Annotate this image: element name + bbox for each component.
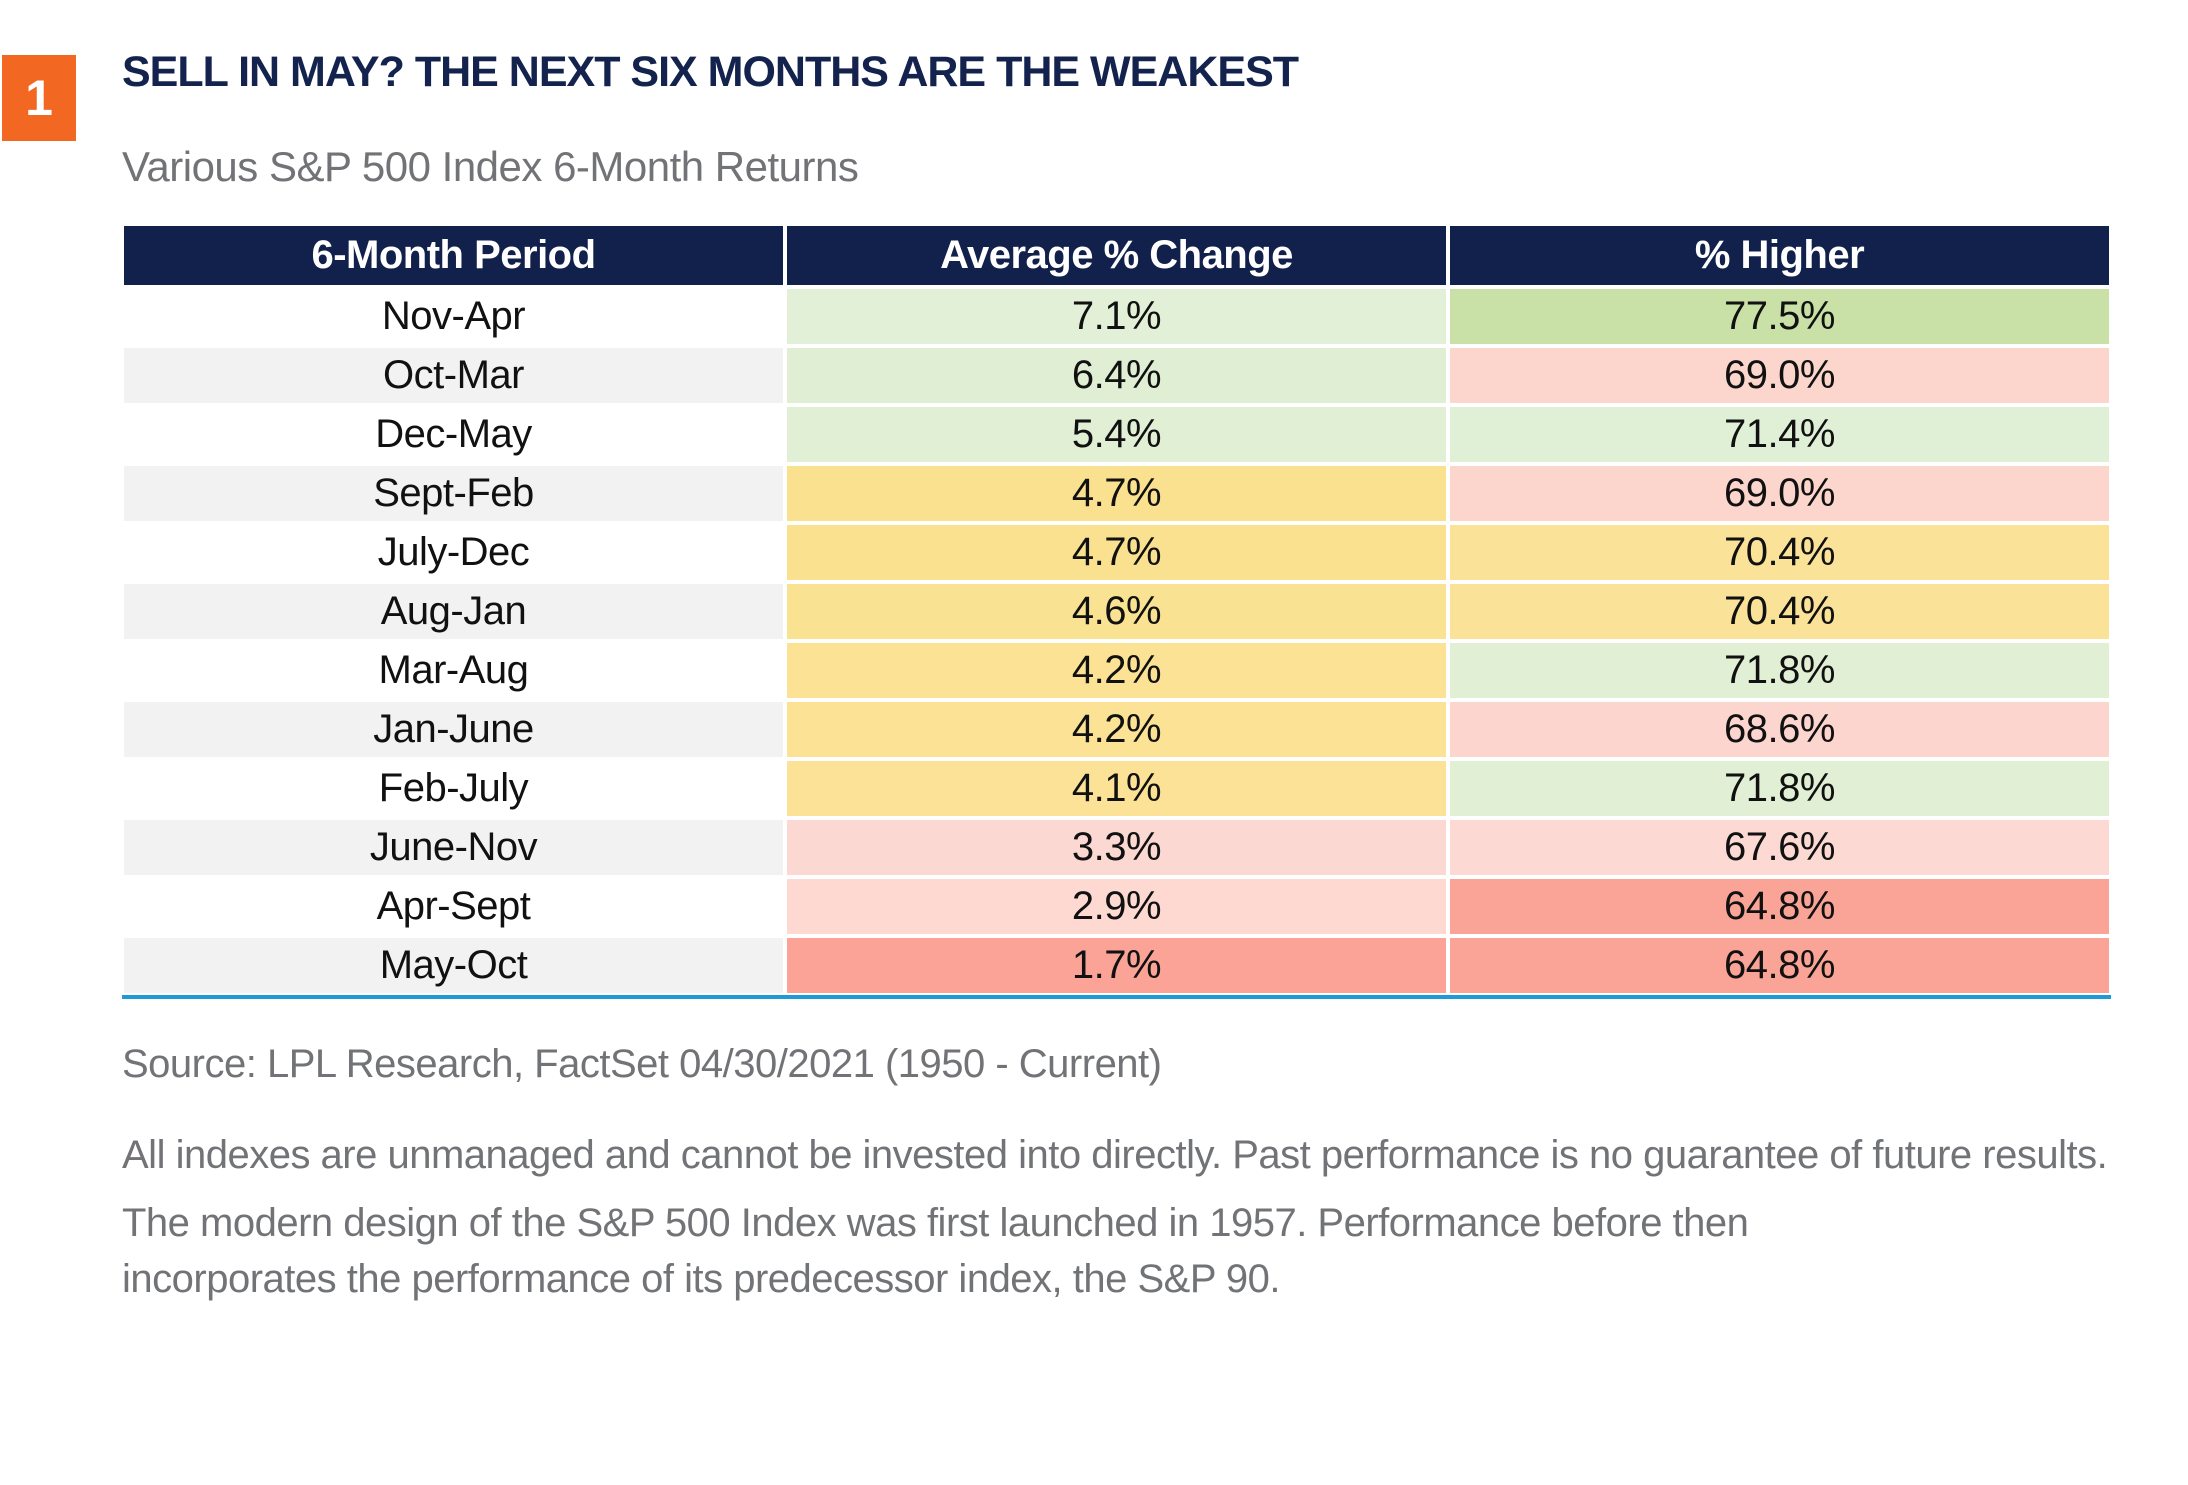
pct-higher-cell: 77.5% xyxy=(1448,286,2111,346)
disclaimer-text-2: The modern design of the S&P 500 Index w… xyxy=(122,1200,1749,1301)
table-row: Mar-Aug 4.2% 71.8% xyxy=(122,640,2111,700)
pct-higher-cell: 71.8% xyxy=(1448,758,2111,818)
table-row: Dec-May 5.4% 71.4% xyxy=(122,404,2111,464)
pct-higher-cell: 64.8% xyxy=(1448,876,2111,936)
pct-higher-cell: 71.8% xyxy=(1448,640,2111,700)
pct-higher-cell: 70.4% xyxy=(1448,522,2111,582)
avg-change-cell: 4.6% xyxy=(785,581,1448,641)
table-row: May-Oct 1.7% 64.8% xyxy=(122,935,2111,995)
pct-higher-cell: 69.0% xyxy=(1448,345,2111,405)
period-cell: Feb-July xyxy=(122,758,785,818)
avg-change-cell: 2.9% xyxy=(785,876,1448,936)
col-header-pct-higher: % Higher xyxy=(1448,223,2111,287)
period-cell: June-Nov xyxy=(122,817,785,877)
table-row: Nov-Apr 7.1% 77.5% xyxy=(122,286,2111,346)
pct-higher-cell: 68.6% xyxy=(1448,699,2111,759)
pct-higher-cell: 64.8% xyxy=(1448,935,2111,995)
table-body: Nov-Apr 7.1% 77.5% Oct-Mar 6.4% 69.0% De… xyxy=(122,286,2111,995)
avg-change-cell: 6.4% xyxy=(785,345,1448,405)
avg-change-cell: 7.1% xyxy=(785,286,1448,346)
period-cell: May-Oct xyxy=(122,935,785,995)
table-row: Feb-July 4.1% 71.8% xyxy=(122,758,2111,818)
returns-table-wrapper: 6-Month Period Average % Change % Higher… xyxy=(122,223,2111,999)
period-cell: Oct-Mar xyxy=(122,345,785,405)
period-cell: Apr-Sept xyxy=(122,876,785,936)
avg-change-cell: 3.3% xyxy=(785,817,1448,877)
avg-change-cell: 4.7% xyxy=(785,522,1448,582)
period-cell: Mar-Aug xyxy=(122,640,785,700)
pct-higher-cell: 67.6% xyxy=(1448,817,2111,877)
table-row: Sept-Feb 4.7% 69.0% xyxy=(122,463,2111,523)
table-row: Apr-Sept 2.9% 64.8% xyxy=(122,876,2111,936)
avg-change-cell: 5.4% xyxy=(785,404,1448,464)
period-cell: Dec-May xyxy=(122,404,785,464)
figure-number-badge: 1 xyxy=(2,55,76,141)
avg-change-cell: 4.2% xyxy=(785,699,1448,759)
table-row: Oct-Mar 6.4% 69.0% xyxy=(122,345,2111,405)
table-header: 6-Month Period Average % Change % Higher xyxy=(122,223,2111,287)
chart-title: SELL IN MAY? THE NEXT SIX MONTHS ARE THE… xyxy=(122,48,1299,96)
period-cell: Nov-Apr xyxy=(122,286,785,346)
table-header-row: 6-Month Period Average % Change % Higher xyxy=(122,223,2111,287)
pct-higher-cell: 70.4% xyxy=(1448,581,2111,641)
avg-change-cell: 4.7% xyxy=(785,463,1448,523)
chart-subtitle: Various S&P 500 Index 6-Month Returns xyxy=(122,143,859,191)
period-cell: Aug-Jan xyxy=(122,581,785,641)
figure-number: 1 xyxy=(25,70,53,126)
period-cell: Sept-Feb xyxy=(122,463,785,523)
pct-higher-cell: 71.4% xyxy=(1448,404,2111,464)
disclaimer-text-1: All indexes are unmanaged and cannot be … xyxy=(122,1132,2108,1177)
period-cell: Jan-June xyxy=(122,699,785,759)
table-row: Jan-June 4.2% 68.6% xyxy=(122,699,2111,759)
period-cell: July-Dec xyxy=(122,522,785,582)
source-text: Source: LPL Research, FactSet 04/30/2021… xyxy=(122,1041,1162,1086)
avg-change-cell: 1.7% xyxy=(785,935,1448,995)
table-row: Aug-Jan 4.6% 70.4% xyxy=(122,581,2111,641)
figure-content: SELL IN MAY? THE NEXT SIX MONTHS ARE THE… xyxy=(122,48,2111,1307)
avg-change-cell: 4.1% xyxy=(785,758,1448,818)
col-header-period: 6-Month Period xyxy=(122,223,785,287)
returns-table: 6-Month Period Average % Change % Higher… xyxy=(122,223,2111,995)
table-row: July-Dec 4.7% 70.4% xyxy=(122,522,2111,582)
table-row: June-Nov 3.3% 67.6% xyxy=(122,817,2111,877)
pct-higher-cell: 69.0% xyxy=(1448,463,2111,523)
avg-change-cell: 4.2% xyxy=(785,640,1448,700)
col-header-avg-change: Average % Change xyxy=(785,223,1448,287)
